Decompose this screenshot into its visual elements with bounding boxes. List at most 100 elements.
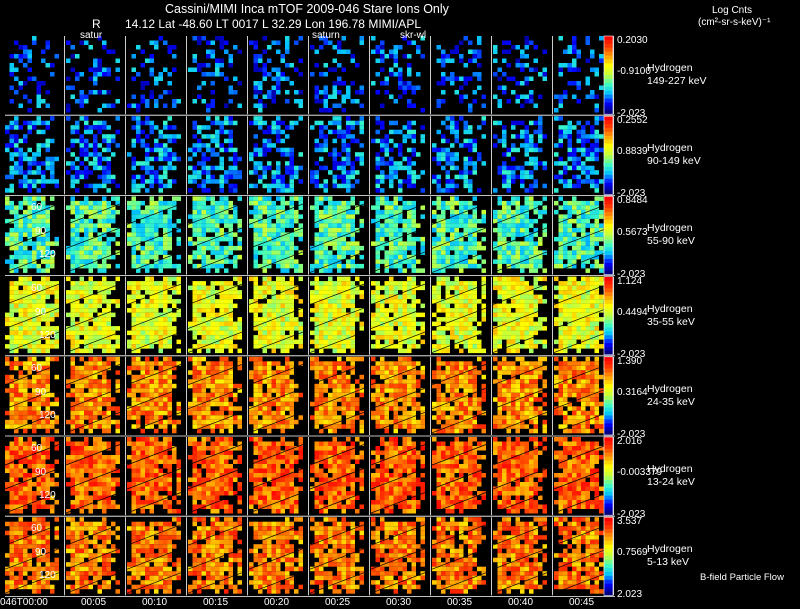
heatmap-cell [154, 174, 159, 180]
heatmap-cell [27, 214, 32, 219]
heatmap-cell [201, 152, 206, 157]
heatmap-cell [576, 227, 581, 233]
heatmap-cell [493, 214, 498, 219]
heatmap-cell [493, 330, 498, 336]
heatmap-cell [576, 67, 581, 72]
heatmap-cell [219, 348, 224, 354]
heatmap-cell [402, 81, 407, 86]
heatmap-cell [355, 99, 360, 104]
heatmap-cell [163, 67, 168, 72]
heatmap-cell [554, 259, 559, 264]
heatmap-cell [497, 339, 502, 345]
heatmap-cell [54, 308, 59, 313]
heatmap-cell [18, 303, 23, 309]
heatmap-cell [341, 99, 346, 104]
heatmap-cell [319, 308, 324, 313]
heatmap-cell [319, 165, 324, 171]
heatmap-cell [188, 326, 193, 331]
heatmap-cell [210, 245, 215, 251]
heatmap-cell [258, 218, 263, 224]
heatmap-cell [558, 196, 563, 201]
heatmap-cell [233, 285, 238, 291]
heatmap-cell [262, 72, 267, 77]
heatmap-cell [398, 344, 403, 349]
heatmap-cell [402, 218, 407, 224]
heatmap-cell [215, 263, 220, 269]
heatmap-cell [84, 227, 89, 233]
heatmap-cell [210, 147, 215, 153]
heatmap-cell [558, 99, 563, 104]
heatmap-cell [511, 290, 516, 295]
heatmap-cell [41, 209, 46, 215]
heatmap-cell [201, 72, 206, 77]
heatmap-cell [341, 254, 346, 260]
heatmap-cell [219, 263, 224, 269]
heatmap-cell [463, 241, 468, 246]
heatmap-cell [567, 200, 572, 206]
heatmap-cell [310, 290, 315, 295]
heatmap-cell [271, 90, 276, 95]
heatmap-cell [210, 263, 215, 269]
heatmap-cell [280, 214, 285, 219]
heatmap-cell [149, 54, 154, 59]
heatmap-cell [210, 54, 215, 59]
heatmap-cell [563, 245, 568, 251]
heatmap-cell [524, 99, 529, 104]
heatmap-cell [432, 290, 437, 295]
heatmap-cell [477, 72, 482, 77]
heatmap-cell [276, 147, 281, 153]
heatmap-cell [445, 218, 450, 224]
heatmap-cell [280, 285, 285, 291]
heatmap-cell [106, 245, 111, 251]
heatmap-cell [563, 90, 568, 95]
heatmap-cell [416, 174, 421, 180]
heatmap-cell [567, 120, 572, 126]
heatmap-cell [511, 200, 516, 206]
heatmap-panel [309, 196, 370, 275]
heatmap-cell [477, 40, 482, 45]
heatmap-cell [515, 254, 520, 260]
heatmap-cell [115, 299, 120, 304]
heatmap-cell [371, 36, 376, 41]
heatmap-cell [472, 49, 477, 54]
pitch-contour-line [370, 306, 430, 329]
heatmap-cell [375, 183, 380, 189]
heatmap-cell [346, 90, 351, 95]
heatmap-cell [314, 317, 319, 322]
heatmap-cell [115, 129, 120, 135]
heatmap-cell [197, 299, 202, 304]
heatmap-cell [572, 254, 577, 260]
heatmap-cell [18, 308, 23, 313]
heatmap-cell [599, 276, 604, 282]
heatmap-cell [285, 308, 290, 313]
heatmap-cell [131, 196, 136, 201]
heatmap-cell [359, 245, 364, 251]
heatmap-cell [332, 147, 337, 153]
heatmap-cell [393, 196, 398, 201]
heatmap-cell [558, 214, 563, 219]
heatmap-cell [201, 156, 206, 162]
heatmap-cell [529, 299, 534, 304]
heatmap-cell [9, 183, 14, 189]
heatmap-cell [472, 72, 477, 77]
heatmap-cell [253, 254, 258, 260]
heatmap-cell [416, 223, 421, 228]
pitch-contour-line [187, 306, 247, 329]
heatmap-cell [463, 254, 468, 260]
heatmap-cell [524, 263, 529, 269]
heatmap-cell [50, 63, 55, 68]
heatmap-cell [407, 276, 412, 282]
heatmap-cell [332, 348, 337, 354]
heatmap-cell [533, 241, 538, 246]
heatmap-cell [497, 85, 502, 90]
heatmap-cell [237, 335, 242, 340]
heatmap-cell [590, 250, 595, 255]
heatmap-cell [206, 116, 211, 121]
heatmap-cell [206, 147, 211, 153]
heatmap-cell [341, 299, 346, 304]
heatmap-cell [328, 326, 333, 331]
heatmap-cell [106, 250, 111, 255]
heatmap-cell [70, 165, 75, 171]
heatmap-cell [393, 263, 398, 269]
heatmap-cell [328, 250, 333, 255]
